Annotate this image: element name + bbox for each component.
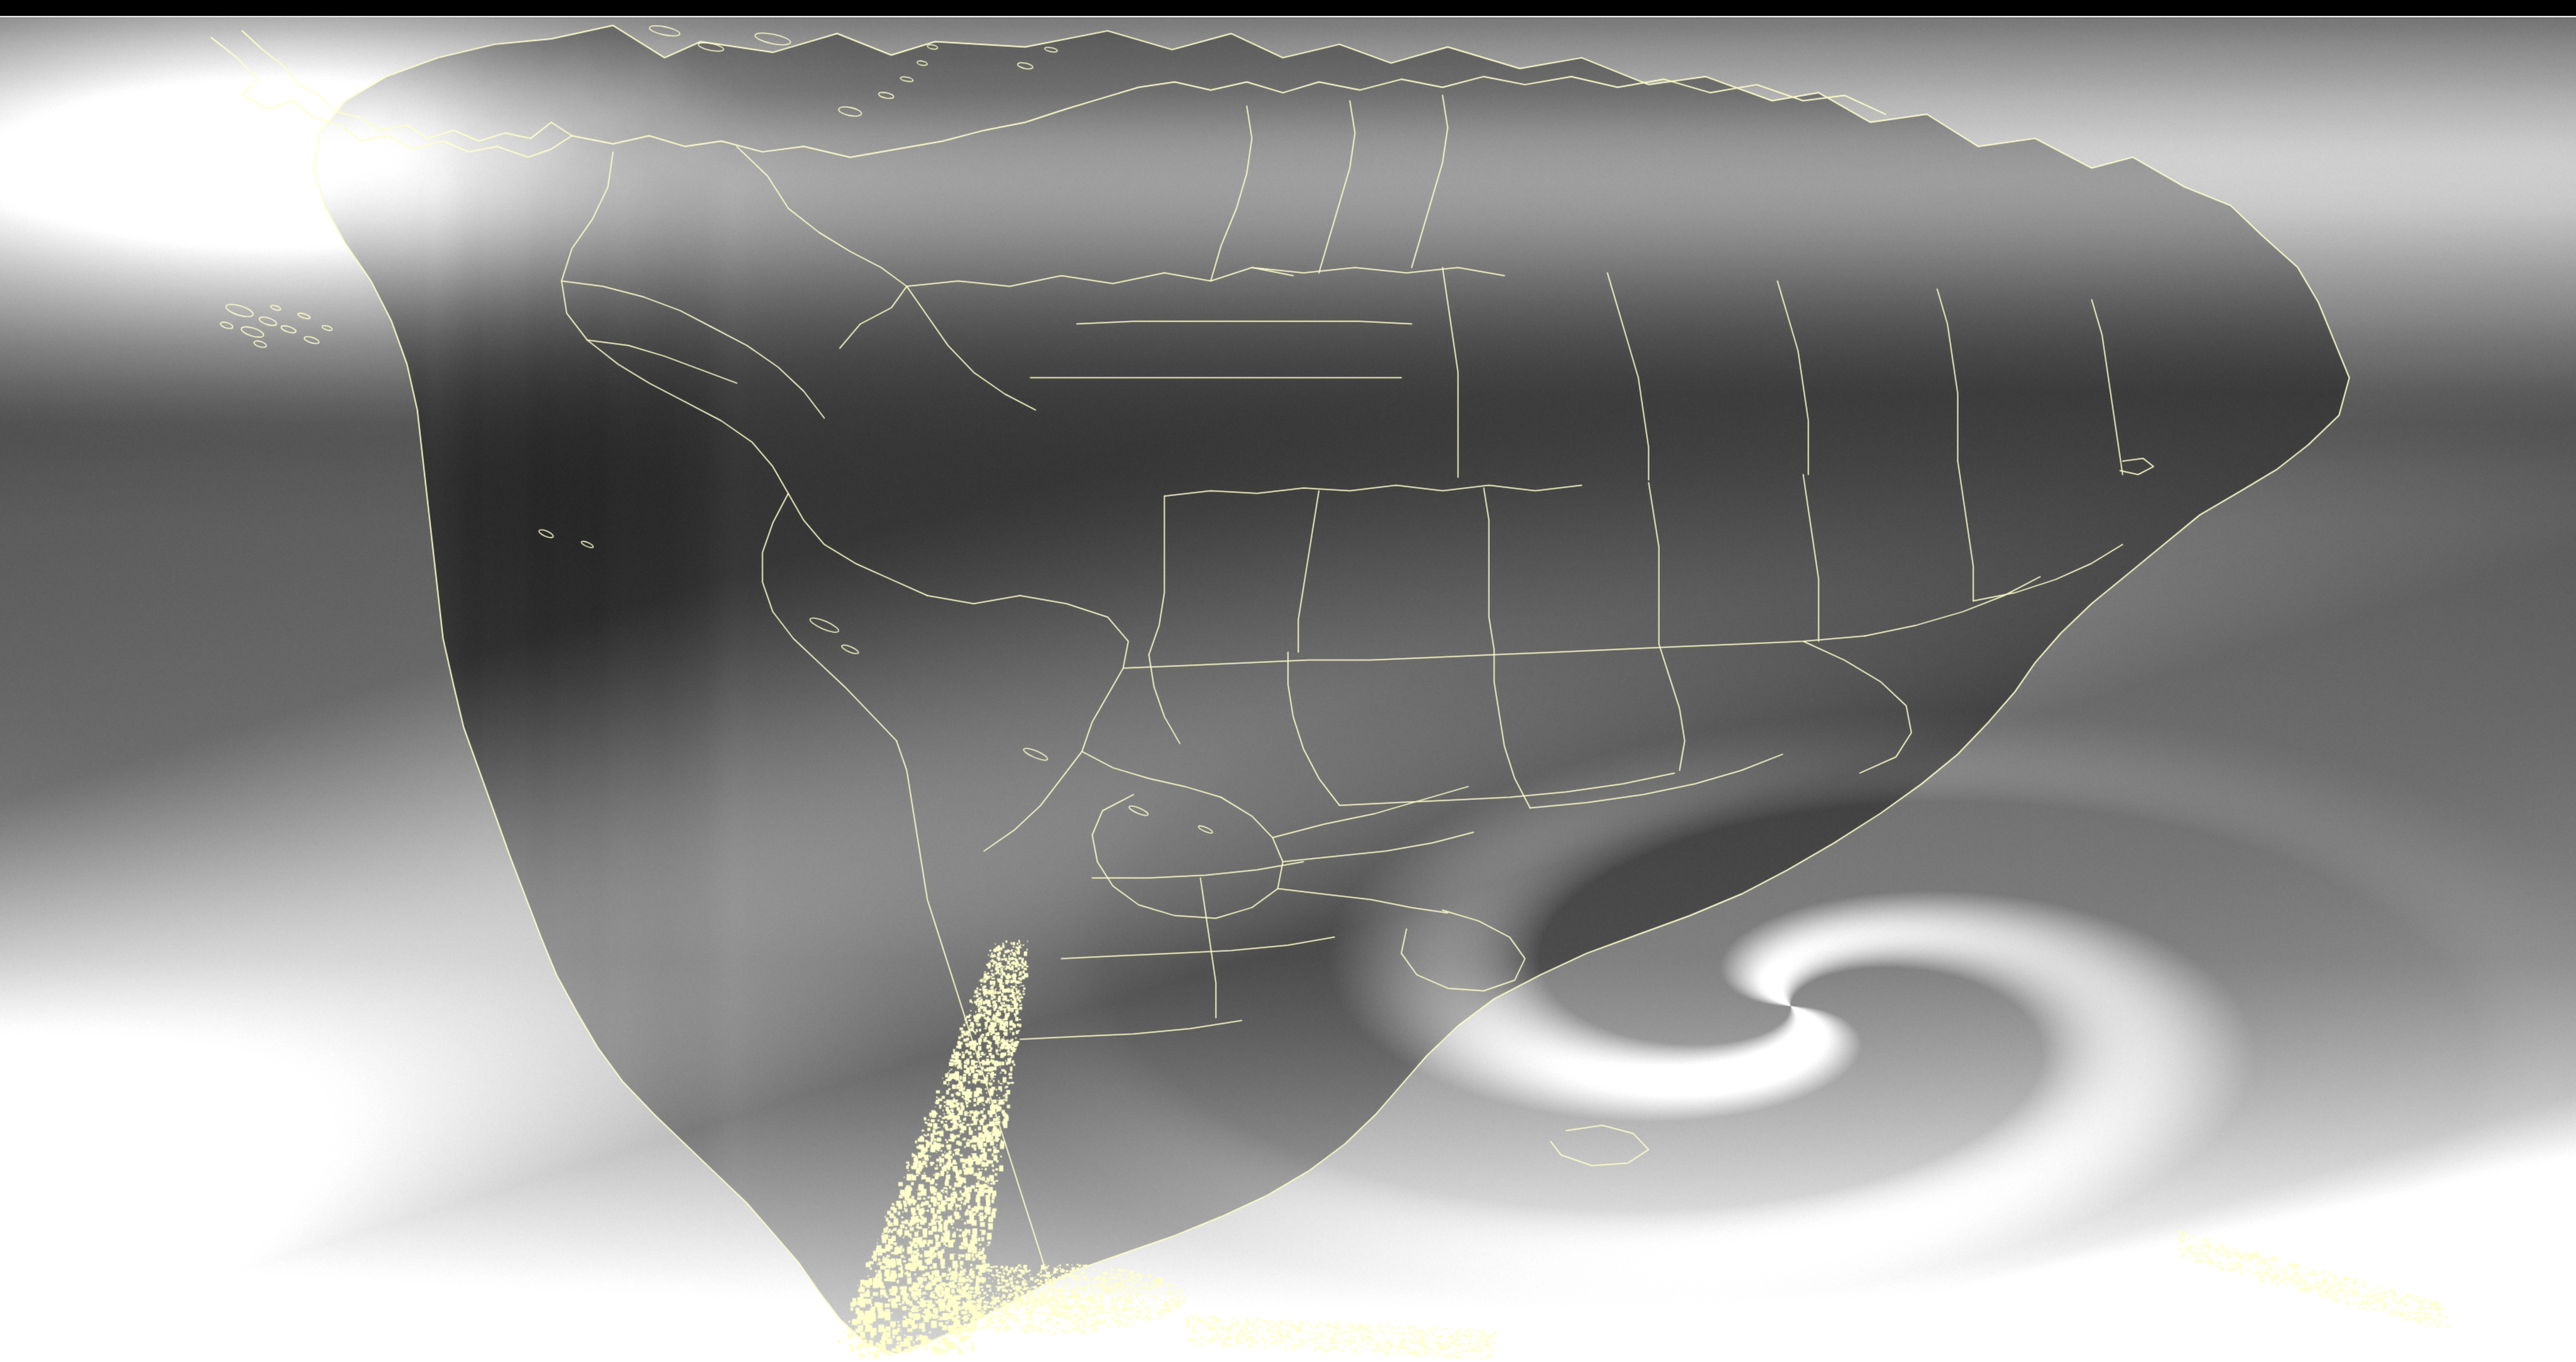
header-separator-line <box>0 16 2576 17</box>
goes12-infrared-image <box>0 17 2576 1362</box>
image-header-bar <box>0 0 2576 16</box>
satellite-image-area <box>0 17 2576 1362</box>
